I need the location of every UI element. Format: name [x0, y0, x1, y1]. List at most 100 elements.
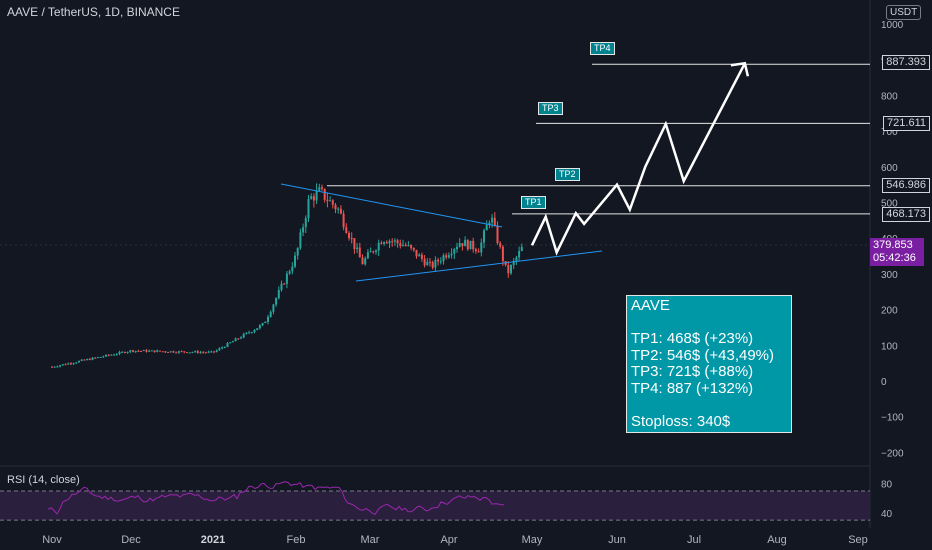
rsi-indicator-label[interactable]: RSI (14, close)	[7, 474, 80, 486]
price-tick-label: 600	[881, 163, 898, 174]
current-price-value: 379.853	[873, 239, 913, 251]
candle-body	[375, 250, 377, 252]
candle-body	[431, 262, 434, 268]
rsi-tick-label: 40	[881, 509, 893, 520]
candle-body	[377, 242, 380, 251]
price-tick-label: 500	[881, 199, 898, 210]
candle-body	[51, 366, 53, 368]
triangle-lower-trendline[interactable]	[355, 250, 603, 282]
candle-body	[364, 258, 367, 265]
time-tick-label: Aug	[767, 534, 787, 546]
candle-body	[474, 249, 477, 252]
candle-body	[115, 354, 118, 356]
candle-body	[215, 350, 218, 353]
candle-body	[256, 328, 259, 331]
time-tick-label: Sep	[848, 534, 868, 546]
candle-body	[69, 363, 72, 365]
candlestick-series	[51, 183, 523, 368]
price-tick-label: 0	[881, 377, 887, 388]
candle-body	[153, 350, 156, 353]
candle-body	[137, 350, 140, 352]
info-box-stoploss: Stoploss: 340$	[631, 412, 731, 430]
tp2-badge: TP2	[555, 168, 580, 181]
candle-body	[280, 283, 283, 290]
candle-body	[67, 363, 70, 365]
candle-body	[415, 249, 418, 257]
candle-body	[485, 224, 488, 231]
candle-body	[277, 289, 280, 299]
candle-body	[326, 199, 329, 202]
candle-body	[518, 251, 521, 258]
candle-body	[218, 348, 221, 351]
candle-body	[231, 341, 234, 343]
candle-body	[450, 253, 453, 256]
candle-body	[510, 265, 512, 274]
candle-body	[445, 255, 448, 258]
candle-body	[121, 351, 124, 353]
candle-body	[339, 208, 342, 214]
candle-body	[126, 351, 129, 353]
price-tick-label: 700	[881, 127, 898, 138]
candle-body	[267, 316, 269, 323]
price-tick-label: 800	[881, 91, 898, 102]
rsi-tick-label: 80	[881, 480, 893, 491]
candle-body	[480, 242, 483, 253]
trade-targets-box: AAVE TP1: 468$ (+23%) TP2: 546$ (+43,49%…	[626, 295, 792, 433]
time-tick-label: Jun	[608, 534, 626, 546]
candle-body	[102, 356, 105, 358]
time-tick-label: Jul	[687, 534, 701, 546]
candle-body	[145, 350, 148, 352]
candle-body	[53, 366, 56, 368]
candle-body	[213, 351, 215, 353]
candle-body	[429, 261, 431, 263]
price-tick-label: −100	[881, 413, 904, 424]
candle-body	[75, 362, 78, 364]
candle-body	[366, 252, 369, 259]
candle-body	[469, 240, 472, 250]
candle-body	[402, 244, 404, 247]
time-tick-label: Feb	[287, 534, 306, 546]
candle-body	[186, 352, 188, 354]
candle-body	[240, 337, 242, 339]
tp1-badge: TP1	[521, 196, 546, 209]
candle-body	[399, 243, 402, 247]
current-price-tag: 379.853 05:42:36	[870, 238, 924, 266]
candle-body	[94, 357, 97, 359]
info-box-spacer	[631, 397, 787, 414]
tp4-price-tag: 887.393	[882, 55, 930, 70]
candle-body	[156, 350, 159, 353]
candle-body	[393, 240, 396, 242]
tp1-price-tag: 468.173	[882, 207, 930, 222]
candle-body	[434, 259, 437, 268]
candle-body	[499, 243, 502, 247]
candle-body	[323, 188, 326, 200]
rsi-panel	[0, 481, 870, 521]
time-tick-label: Mar	[361, 534, 380, 546]
candle-body	[199, 352, 202, 354]
info-box-line-tp1: TP1: 468$ (+23%)	[631, 330, 754, 347]
time-tick-label: Dec	[121, 534, 141, 546]
candle-body	[410, 245, 413, 248]
candle-body	[207, 351, 210, 353]
candle-body	[134, 350, 137, 352]
info-box-line-tp3: TP3: 721$ (+88%)	[631, 363, 754, 380]
candle-body	[439, 261, 442, 263]
triangle-upper-trendline[interactable]	[280, 183, 503, 228]
candle-body	[283, 283, 286, 285]
candle-body	[237, 338, 240, 340]
rsi-line	[47, 481, 504, 516]
currency-unit-label[interactable]: USDT	[886, 5, 922, 20]
candle-body	[453, 249, 456, 254]
candle-body	[261, 323, 264, 326]
candle-body	[466, 240, 469, 250]
info-box-title: AAVE	[631, 297, 670, 314]
candle-body	[331, 200, 334, 205]
candle-body	[167, 351, 170, 353]
candle-body	[369, 251, 372, 253]
candle-body	[123, 351, 126, 353]
candle-body	[501, 246, 504, 262]
candle-body	[234, 338, 237, 342]
projected-path-arrow[interactable]	[530, 62, 746, 256]
candle-body	[418, 254, 421, 257]
